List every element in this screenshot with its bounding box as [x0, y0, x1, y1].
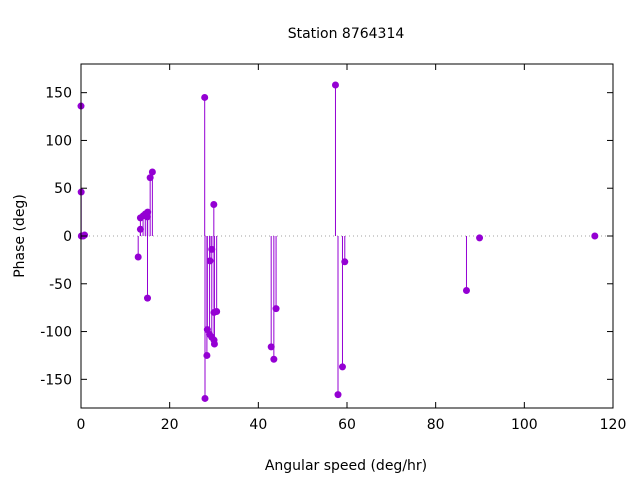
data-point: [341, 258, 349, 266]
data-point: [146, 174, 154, 182]
data-point: [148, 168, 156, 176]
y-tick-label: -100: [40, 325, 72, 341]
data-point: [338, 363, 346, 371]
y-tick-label: 0: [63, 229, 72, 245]
data-point: [334, 391, 342, 399]
data-point: [206, 257, 214, 265]
x-axis-label: Angular speed (deg/hr): [265, 458, 427, 474]
data-point: [201, 93, 209, 101]
x-tick-label: 20: [161, 417, 179, 433]
data-point: [203, 351, 211, 359]
data-point: [144, 294, 151, 302]
x-axis-ticks: 0 20 40 60 80 100 120: [77, 64, 627, 433]
y-tick-label: -50: [49, 277, 72, 293]
chart-title: Station 8764314: [288, 26, 405, 42]
y-axis-label: Phase (deg): [12, 194, 28, 278]
data-point: [462, 286, 470, 294]
data-point: [81, 231, 89, 239]
y-axis-ticks: -150 -100 -50 0 50 100 150: [40, 86, 613, 388]
x-tick-label: 60: [338, 417, 356, 433]
data-point: [208, 245, 216, 253]
y-tick-label: -150: [40, 372, 72, 388]
data-point: [267, 343, 275, 351]
y-tick-label: 150: [45, 86, 72, 102]
data-point: [476, 234, 484, 242]
data-point: [272, 305, 280, 313]
y-tick-label: 50: [54, 181, 72, 197]
x-tick-label: 100: [511, 417, 538, 433]
x-tick-label: 0: [77, 417, 86, 433]
x-tick-label: 120: [600, 417, 627, 433]
data-point: [591, 232, 599, 240]
data-point: [201, 394, 209, 402]
data-point: [270, 355, 278, 363]
data-point: [210, 200, 218, 208]
data-point: [213, 307, 221, 315]
y-tick-label: 100: [45, 133, 72, 149]
data-point: [136, 225, 144, 233]
data-point: [331, 81, 339, 89]
data-point: [134, 253, 142, 261]
data-point: [144, 208, 152, 216]
x-tick-label: 80: [427, 417, 445, 433]
x-tick-label: 40: [249, 417, 267, 433]
data-point: [210, 340, 218, 348]
impulse-group: [80, 85, 481, 399]
